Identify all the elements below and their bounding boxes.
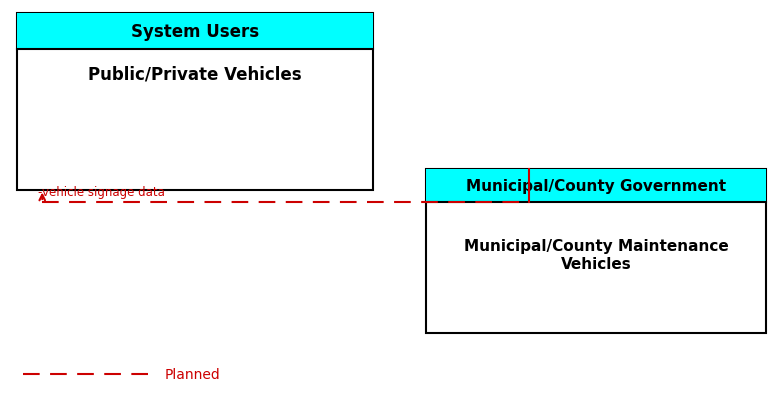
Bar: [426, 170, 766, 333]
Text: Municipal/County Maintenance
Vehicles: Municipal/County Maintenance Vehicles: [464, 238, 729, 271]
Text: System Users: System Users: [131, 23, 259, 41]
Text: Public/Private Vehicles: Public/Private Vehicles: [88, 66, 302, 84]
Text: -vehicle signage data: -vehicle signage data: [38, 185, 165, 198]
Text: Municipal/County Government: Municipal/County Government: [466, 179, 726, 193]
Bar: [17, 14, 373, 190]
Text: Planned: Planned: [164, 367, 220, 381]
Bar: [426, 170, 766, 202]
Bar: [17, 14, 373, 49]
